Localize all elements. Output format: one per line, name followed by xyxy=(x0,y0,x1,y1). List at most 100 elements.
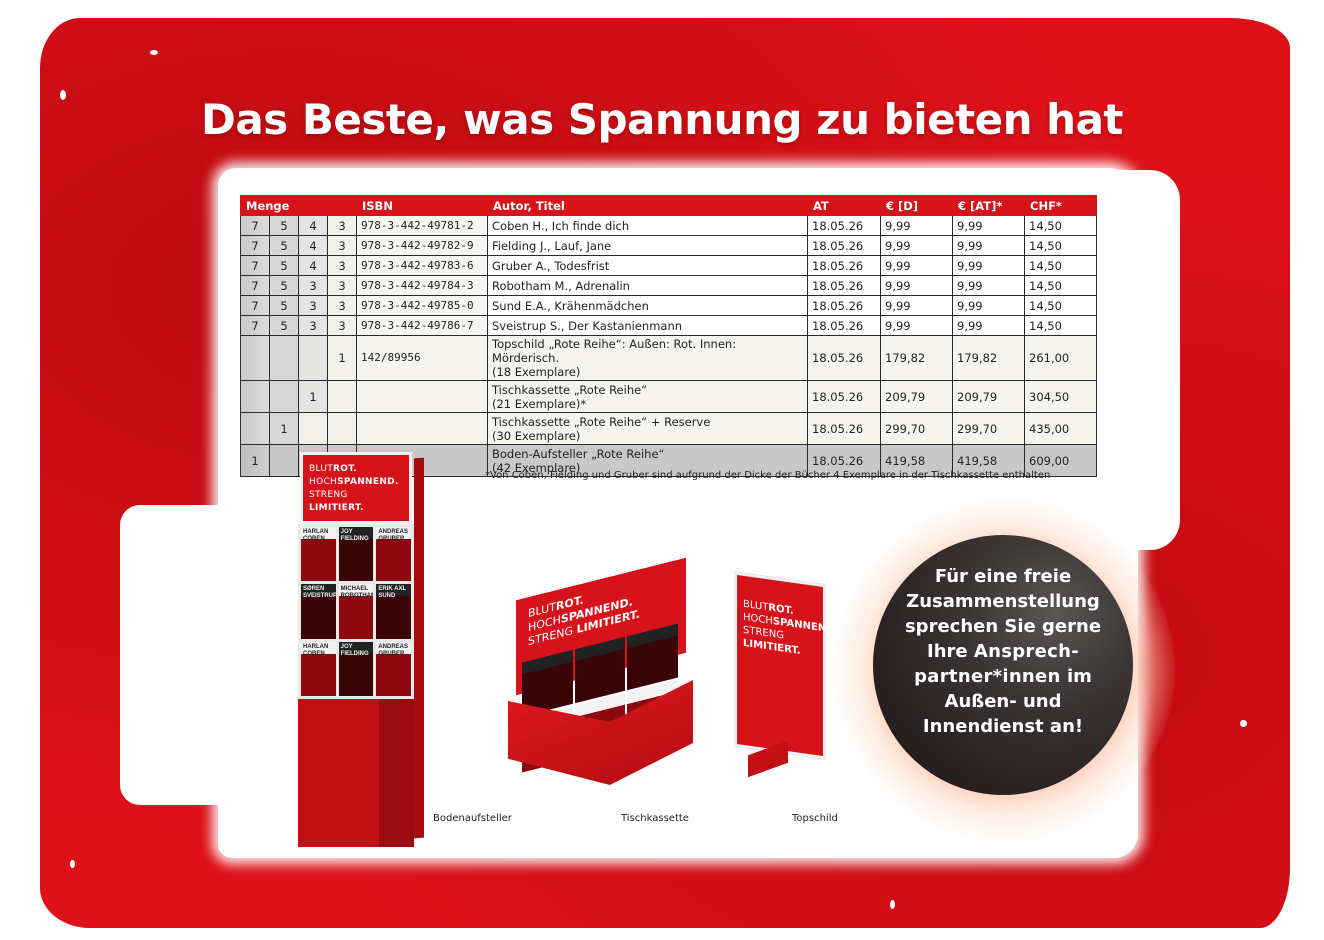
qty-col3: 4 xyxy=(298,215,328,236)
floor-display-image: BLUTROT. HOCHSPANNEND. STRENG LIMITIERT.… xyxy=(296,452,424,847)
price-at-cell: 9,99 xyxy=(952,235,1025,256)
badge-line: sprechen Sie gerne xyxy=(904,615,1102,637)
qty-col3 xyxy=(298,412,328,445)
qty-col4 xyxy=(327,380,357,413)
floor-display-book-grid: HARLAN COBEN JOY FIELDING ANDREAS GRUBER… xyxy=(298,524,414,699)
caption-bodenaufsteller: Bodenaufsteller xyxy=(433,813,512,824)
badge-text: Für eine freie Zusammenstellung sprechen… xyxy=(905,564,1101,739)
chf-cell: 14,50 xyxy=(1024,315,1097,336)
isbn-cell: 978-3-442-49785-0 xyxy=(356,295,488,316)
chf-cell: 14,50 xyxy=(1024,255,1097,276)
at-cell: 18.05.26 xyxy=(807,444,881,477)
price-at-cell: 209,79 xyxy=(952,380,1025,413)
contact-badge: Für eine freie Zusammenstellung sprechen… xyxy=(873,535,1133,795)
isbn-cell: 978-3-442-49782-9 xyxy=(356,235,488,256)
qty-col2 xyxy=(269,335,299,381)
qty-col4: 3 xyxy=(327,215,357,236)
paint-speck xyxy=(70,860,75,868)
table-display-image: BLUTROT. HOCHSPANNEND. STRENG LIMITIERT. xyxy=(508,557,693,785)
qty-col1: 1 xyxy=(240,444,270,477)
table-row: 1 Tischkassette „Rote Reihe“ + Reserve (… xyxy=(240,412,1097,445)
at-cell: 18.05.26 xyxy=(807,295,881,316)
badge-text-part: Ihre xyxy=(927,640,974,662)
book-cover: MICHAEL ROBOTHAM xyxy=(338,584,374,639)
at-cell: 18.05.26 xyxy=(807,235,881,256)
book-cover: ERIK AXL SUND xyxy=(376,584,411,639)
qty-col2: 5 xyxy=(269,235,299,256)
book-cover: ANDREAS GRUBER xyxy=(376,527,411,582)
chf-cell: 14,50 xyxy=(1024,235,1097,256)
book-cover: HARLAN COBEN xyxy=(301,527,336,582)
table-row: 7 5 3 3 978-3-442-49786-7 Sveistrup S., … xyxy=(240,315,1097,336)
header-title: Autor, Titel xyxy=(487,195,808,216)
table-row: 1 142/89956 Topschild „Rote Reihe“: Auße… xyxy=(240,335,1097,381)
price-d-cell: 9,99 xyxy=(880,315,953,336)
frame-white-notch-left xyxy=(120,505,250,805)
qty-col2: 5 xyxy=(269,315,299,336)
isbn-cell: 978-3-442-49786-7 xyxy=(356,315,488,336)
slogan-part: SPANNEND. xyxy=(337,477,399,487)
qty-col4: 3 xyxy=(327,235,357,256)
chf-cell: 14,50 xyxy=(1024,215,1097,236)
book-cover xyxy=(627,623,678,691)
badge-line: Für eine freie xyxy=(934,565,1072,587)
price-d-cell: 9,99 xyxy=(880,215,953,236)
header-at: AT xyxy=(807,195,881,216)
badge-text-part: im xyxy=(1060,665,1092,687)
frame-white-notch-right xyxy=(1090,170,1180,550)
topschild-board: BLUTROT. HOCHSPANNEND. STRENG LIMITIERT. xyxy=(734,571,838,760)
book-cover xyxy=(574,636,626,704)
price-at-cell: 9,99 xyxy=(952,295,1025,316)
slogan-part: HOCH xyxy=(309,477,338,487)
qty-col2 xyxy=(269,380,299,413)
qty-col1 xyxy=(240,380,270,413)
price-d-cell: 9,99 xyxy=(880,255,953,276)
price-at-cell: 9,99 xyxy=(952,215,1025,236)
header-isbn: ISBN xyxy=(356,195,488,216)
title-cell: Tischkassette „Rote Reihe“ + Reserve (30… xyxy=(487,412,808,445)
slogan-part: BLUT xyxy=(309,464,334,474)
title-cell: Fielding J., Lauf, Jane xyxy=(487,235,808,256)
chf-cell: 304,50 xyxy=(1024,380,1097,413)
at-cell: 18.05.26 xyxy=(807,412,881,445)
chf-cell: 261,00 xyxy=(1024,335,1097,381)
price-at-cell: 9,99 xyxy=(952,315,1025,336)
title-line1: Tischkassette „Rote Reihe“ + Reserve xyxy=(492,414,711,429)
book-author: HARLAN COBEN xyxy=(303,643,329,657)
price-at-cell: 9,99 xyxy=(952,275,1025,296)
title-line1: Topschild „Rote Reihe“: Außen: Rot. Inne… xyxy=(492,337,737,365)
book-author: MICHAEL ROBOTHAM xyxy=(340,586,374,600)
qty-col4: 3 xyxy=(327,315,357,336)
title-line2: (18 Exemplare) xyxy=(492,365,581,379)
title-cell: Gruber A., Todesfrist xyxy=(487,255,808,276)
qty-col2: 5 xyxy=(269,295,299,316)
book-author: ERIK AXL SUND xyxy=(378,586,406,600)
paint-speck xyxy=(890,900,895,909)
header-menge: Menge xyxy=(240,195,357,216)
paint-speck xyxy=(1240,720,1247,727)
book-author: ANDREAS GRUBER xyxy=(378,529,408,542)
caption-tischkassette: Tischkassette xyxy=(621,813,689,824)
qty-col4: 3 xyxy=(327,275,357,296)
qty-col3: 3 xyxy=(298,295,328,316)
qty-col2 xyxy=(269,444,299,477)
title-cell: Tischkassette „Rote Reihe“ (21 Exemplare… xyxy=(487,380,808,413)
qty-col1: 7 xyxy=(240,215,270,236)
qty-col3 xyxy=(298,335,328,381)
book-author: ANDREAS GRUBER xyxy=(378,643,408,657)
slogan-part: LIMITIERT. xyxy=(743,637,801,657)
book-cover: JOY FIELDING xyxy=(338,641,374,696)
qty-col3: 4 xyxy=(298,235,328,256)
price-at-cell: 299,70 xyxy=(952,412,1025,445)
title-cell: Sund E.A., Krähenmädchen xyxy=(487,295,808,316)
price-at-cell: 179,82 xyxy=(952,335,1025,381)
qty-col2: 5 xyxy=(269,215,299,236)
at-cell: 18.05.26 xyxy=(807,315,881,336)
badge-line: Ihre Ansprech- xyxy=(905,639,1101,664)
book-author: HARLAN COBEN xyxy=(303,529,329,542)
qty-col1: 7 xyxy=(240,275,270,296)
table-row: 7 5 3 3 978-3-442-49784-3 Robotham M., A… xyxy=(240,275,1097,296)
qty-col4 xyxy=(327,412,357,445)
badge-line: Zusammenstellung xyxy=(906,590,1100,612)
topschild-image: BLUTROT. HOCHSPANNEND. STRENG LIMITIERT. xyxy=(730,571,838,778)
